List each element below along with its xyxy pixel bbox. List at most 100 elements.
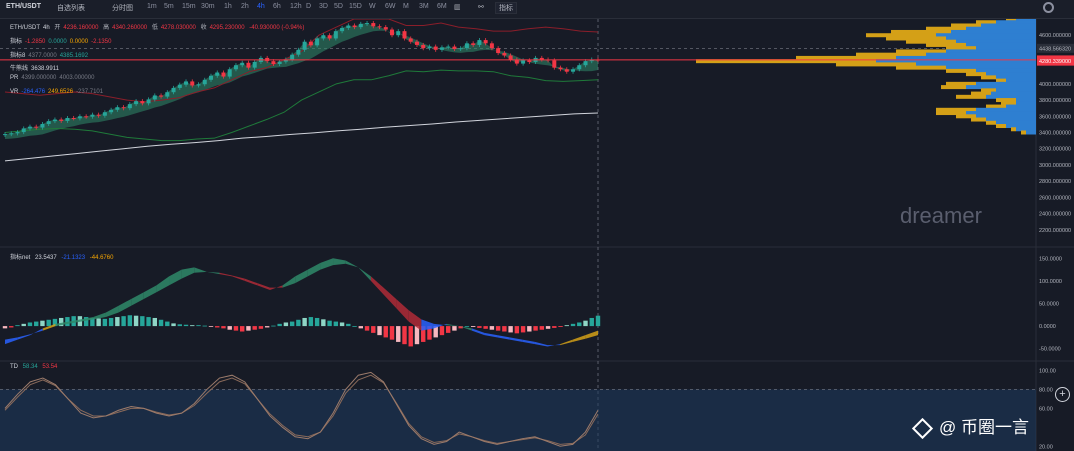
macd-histogram-bar (40, 320, 45, 327)
candle-body (421, 44, 426, 49)
macd-fill-segment (17, 334, 31, 340)
volume-profile-sell-bar (1021, 130, 1026, 135)
candle-body (521, 60, 526, 64)
interval-16[interactable]: 3M (419, 3, 429, 10)
legend-line-name: PR (10, 75, 19, 81)
chart-canvas[interactable]: 4600.000000 4438.566320 4295.230000 4280.33… (0, 19, 1074, 451)
interval-12[interactable]: 15D (349, 3, 362, 10)
interval-15[interactable]: M (403, 3, 409, 10)
macd-histogram-bar (402, 326, 407, 345)
price-axis-tick: 3000.000000 (1039, 163, 1071, 169)
screenshot-icon[interactable]: ⚯ (478, 4, 484, 11)
price-axis-tick: 3400.000000 (1039, 131, 1071, 137)
interval-0[interactable]: 1m (147, 3, 157, 10)
macd-histogram-bar (258, 326, 264, 329)
macd-histogram-bar (570, 323, 576, 327)
settings-gear-icon[interactable] (1043, 2, 1054, 13)
macd-histogram-bar (308, 317, 314, 327)
tab-watchlist[interactable]: 自选列表 (57, 5, 85, 12)
legend-high: 4340.260000 (112, 25, 148, 31)
volume-profile-buy-bar (1006, 104, 1036, 109)
legend-line-value: -1.2850 (25, 39, 46, 45)
interval-10[interactable]: 3D (319, 3, 328, 10)
legend-interval: 4h (43, 25, 50, 31)
interval-4[interactable]: 1h (224, 3, 232, 10)
macd-histogram-bar (27, 322, 33, 327)
price-tag-bg (1037, 56, 1074, 66)
candle-body (508, 55, 513, 60)
macd-fill-segment (396, 298, 409, 322)
macd-histogram-bar (514, 326, 520, 334)
price-axis-tick: 4600.000000 (1039, 33, 1071, 39)
interval-13[interactable]: W (369, 3, 376, 10)
interval-14[interactable]: 6W (385, 3, 396, 10)
candle-body (152, 95, 157, 100)
candle-body (109, 109, 114, 113)
indicator-button[interactable]: 指标 (495, 2, 517, 14)
legend-symbol-name: ETH/USDT (10, 25, 40, 31)
candle-body (77, 116, 82, 119)
candle-body (352, 25, 357, 28)
candle-body (502, 53, 507, 56)
macd-histogram-bar (595, 315, 601, 327)
volume-profile-buy-bar (976, 107, 1036, 112)
channel-lower-line (4, 69, 599, 142)
volume-profile-sell-bar (926, 26, 966, 31)
candle-body (208, 75, 213, 80)
interval-9[interactable]: D (306, 3, 312, 10)
candle-body (71, 117, 76, 119)
candle-body (146, 99, 151, 104)
interval-5[interactable]: 2h (241, 3, 249, 10)
macd-fill-segment (269, 285, 283, 290)
macd-histogram-bar (564, 325, 569, 327)
macd-histogram-bar (90, 317, 95, 327)
macd-fill-segment (169, 269, 182, 286)
macd-fill-segment (244, 278, 258, 286)
legend-line-value: 4399.000000 (21, 75, 57, 81)
volume-profile-buy-bar (966, 26, 1036, 31)
macd-histogram-bar (264, 326, 270, 328)
macd-fill-segment (194, 267, 207, 273)
candle-body (184, 81, 189, 85)
macd-fill-segment (206, 271, 220, 275)
chart-type-icon[interactable]: ▥ (454, 4, 461, 11)
macd-fill-segment (433, 323, 447, 329)
volume-profile-sell-bar (946, 81, 976, 86)
price-axis-tick: 4438.566320 (1039, 46, 1071, 52)
td-axis-tick: 60.00 (1039, 406, 1053, 412)
candle-body (21, 128, 26, 133)
legend-td-v0: 58.34 (22, 364, 38, 370)
footer-brand: @ 币圈一言 (911, 413, 1029, 440)
macd-histogram-bar (202, 325, 207, 327)
candle-body (90, 114, 95, 117)
candle-body (340, 27, 345, 32)
interval-8[interactable]: 12h (290, 3, 302, 10)
interval-7[interactable]: 6h (273, 3, 281, 10)
price-axis-tick: 4000.000000 (1039, 82, 1071, 88)
macd-histogram-bar (108, 317, 114, 327)
macd-fill-segment (370, 276, 384, 295)
legend-line-name: 指标8 (10, 53, 26, 59)
interval-2[interactable]: 15m (182, 3, 196, 10)
interval-6[interactable]: 4h (257, 3, 265, 10)
macd-fill-segment (5, 337, 18, 345)
symbol-label[interactable]: ETH/USDT (6, 3, 41, 10)
tab-timeline[interactable]: 分时图 (112, 5, 133, 12)
volume-profile-sell-bar (971, 117, 986, 122)
candle-body (402, 31, 407, 39)
interval-17[interactable]: 6M (437, 3, 447, 10)
interval-11[interactable]: 5D (334, 3, 343, 10)
macd-histogram-bar (140, 316, 145, 327)
legend-line-value: 3638.9911 (31, 66, 59, 72)
candle-body (240, 62, 245, 66)
macd-histogram-bar (271, 325, 276, 327)
interval-1[interactable]: 5m (164, 3, 174, 10)
volume-profile-buy-bar (876, 59, 1036, 64)
interval-3[interactable]: 30m (201, 3, 215, 10)
candle-body (52, 119, 57, 122)
candle-body (308, 41, 313, 46)
add-indicator-icon[interactable]: + (1055, 387, 1070, 402)
candle-body (315, 38, 320, 46)
macd-histogram-bar (133, 315, 139, 327)
volume-profile-buy-bar (991, 91, 1036, 96)
